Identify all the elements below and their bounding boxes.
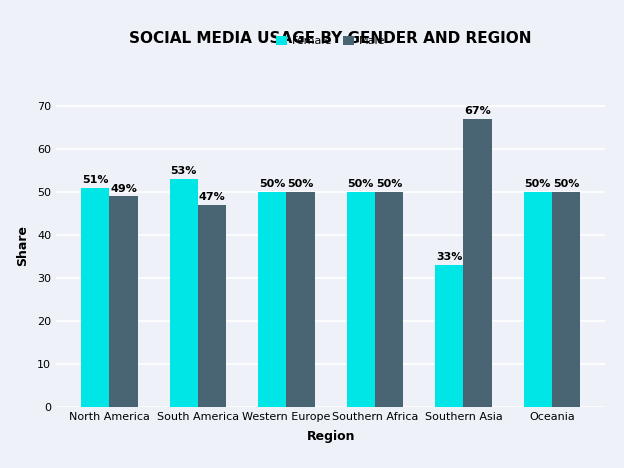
Bar: [375, 192, 403, 407]
Text: 47%: 47%: [198, 192, 225, 202]
Bar: [286, 192, 314, 407]
Text: 51%: 51%: [82, 175, 109, 185]
Bar: [464, 119, 492, 407]
Bar: [258, 192, 286, 407]
Text: 50%: 50%: [259, 179, 286, 189]
Legend: Female, Male: Female, Male: [271, 32, 390, 51]
Bar: [109, 196, 138, 407]
Bar: [524, 192, 552, 407]
Title: SOCIAL MEDIA USAGE BY GENDER AND REGION: SOCIAL MEDIA USAGE BY GENDER AND REGION: [129, 30, 532, 45]
Bar: [170, 179, 198, 407]
Text: 49%: 49%: [110, 183, 137, 194]
Text: 53%: 53%: [170, 167, 197, 176]
Y-axis label: Share: Share: [16, 225, 29, 266]
Text: 50%: 50%: [288, 179, 314, 189]
Text: 50%: 50%: [376, 179, 402, 189]
Bar: [552, 192, 580, 407]
Text: 50%: 50%: [348, 179, 374, 189]
X-axis label: Region: Region: [306, 431, 355, 443]
Text: 67%: 67%: [464, 106, 491, 116]
Text: 33%: 33%: [436, 253, 462, 263]
Bar: [81, 188, 109, 407]
Text: 50%: 50%: [525, 179, 551, 189]
Bar: [347, 192, 375, 407]
Text: 50%: 50%: [553, 179, 579, 189]
Bar: [198, 205, 227, 407]
Bar: [435, 265, 464, 407]
